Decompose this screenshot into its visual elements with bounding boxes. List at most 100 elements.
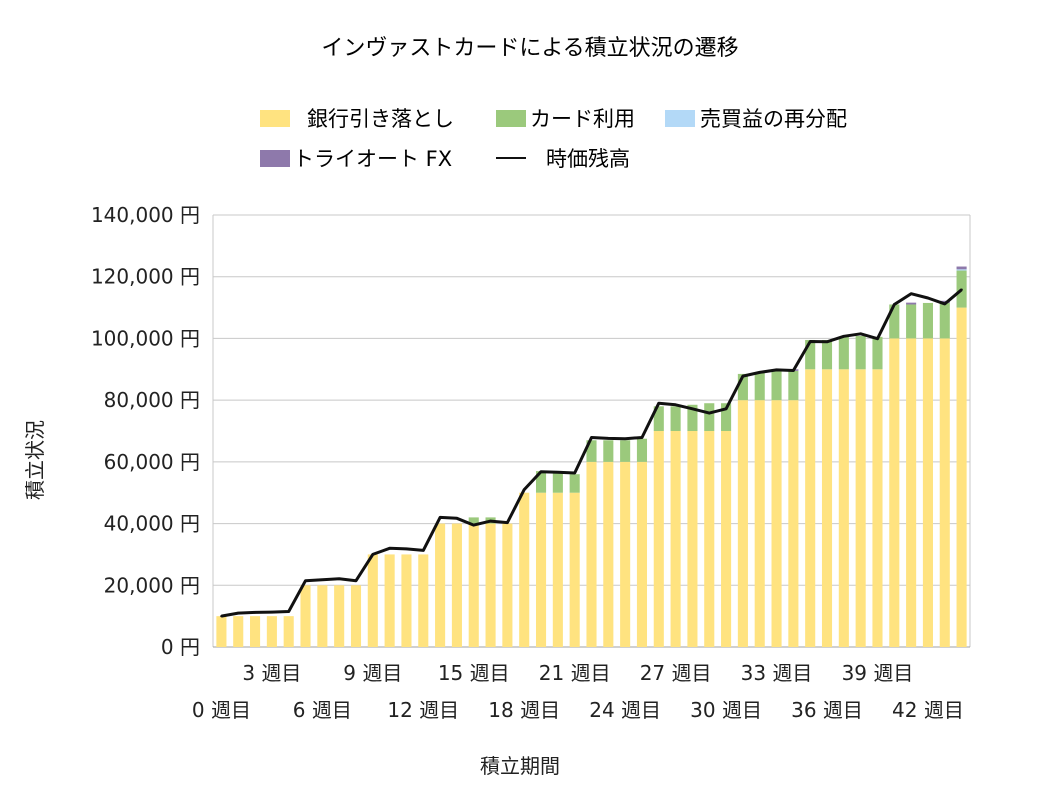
legend-label-card: カード利用 bbox=[530, 107, 635, 131]
bar-bank bbox=[552, 492, 563, 647]
balance-point bbox=[472, 523, 475, 527]
bar-card bbox=[721, 403, 732, 431]
x-tick-label: 36 週目 bbox=[791, 698, 863, 722]
legend-swatch-bank bbox=[260, 110, 290, 127]
chart-title: インヴァストカードによる積立状況の遷移 bbox=[321, 36, 738, 61]
bar-card bbox=[788, 370, 799, 401]
balance-point bbox=[943, 302, 946, 306]
bar-bank bbox=[704, 431, 715, 647]
y-tick-label: 40,000 円 bbox=[104, 512, 200, 536]
bar-bank bbox=[838, 369, 849, 647]
bar-triauto bbox=[939, 300, 950, 303]
bar-bank bbox=[737, 400, 748, 647]
balance-point bbox=[253, 611, 257, 614]
x-tick-label: 6 週目 bbox=[293, 698, 352, 722]
balance-point bbox=[893, 303, 896, 306]
x-tick-label: 24 週目 bbox=[589, 698, 661, 722]
y-tick-label: 0 円 bbox=[161, 635, 200, 659]
balance-point bbox=[287, 610, 290, 613]
legend-label-triauto: トライオート FX bbox=[293, 147, 452, 171]
y-tick-label: 60,000 円 bbox=[104, 450, 200, 474]
bar-card bbox=[906, 304, 917, 339]
bar-bank bbox=[939, 338, 950, 647]
bar-bank bbox=[216, 616, 227, 647]
bar-bank bbox=[805, 369, 816, 647]
bar-bank bbox=[670, 431, 681, 647]
bar-bank bbox=[283, 616, 294, 647]
bar-card bbox=[670, 406, 681, 431]
x-tick-label: 12 週目 bbox=[387, 698, 459, 722]
bar-bank bbox=[519, 492, 530, 647]
y-axis-title: 積立状況 bbox=[23, 420, 47, 500]
bar-bank bbox=[569, 492, 580, 647]
plot-area: 0 円 20,000 円 40,000 円 60,000 円 80,000 円 100,0… bbox=[91, 203, 971, 722]
balance-point bbox=[237, 611, 240, 615]
bar-bank bbox=[384, 554, 395, 647]
balance-point bbox=[304, 579, 307, 582]
bar-profit bbox=[956, 269, 967, 271]
balance-point bbox=[388, 547, 391, 550]
bar-card bbox=[872, 336, 883, 370]
bar-bank bbox=[687, 431, 698, 647]
bar-bank bbox=[620, 461, 631, 647]
bar-bank bbox=[788, 400, 799, 647]
legend-label-bank: 銀行引き落とし bbox=[307, 107, 454, 131]
bar-card bbox=[922, 302, 933, 339]
y-tick-label: 100,000 円 bbox=[91, 326, 200, 350]
bar-card bbox=[468, 517, 479, 524]
balance-point bbox=[724, 407, 728, 410]
balance-point bbox=[691, 407, 694, 410]
x-tick-label: 0 週目 bbox=[192, 698, 251, 722]
bar-card bbox=[687, 404, 698, 431]
bar-card bbox=[771, 370, 782, 401]
bar-bank bbox=[889, 338, 900, 647]
balance-point bbox=[371, 553, 375, 556]
balance-point bbox=[960, 288, 963, 291]
bar-bank bbox=[300, 585, 311, 647]
x-tick-label: 27 週目 bbox=[640, 661, 712, 685]
bar-bank bbox=[266, 616, 277, 647]
legend-swatch-profit bbox=[665, 110, 695, 127]
bar-bank bbox=[451, 523, 462, 647]
bar-bank bbox=[367, 554, 378, 647]
bar-bank bbox=[233, 616, 244, 647]
balance-point bbox=[842, 335, 846, 338]
bar-card bbox=[586, 440, 597, 462]
bar-bank bbox=[317, 585, 328, 647]
bar-bank bbox=[906, 338, 917, 647]
bar-card bbox=[838, 336, 849, 370]
balance-point bbox=[792, 369, 795, 372]
bar-card bbox=[535, 471, 547, 493]
bar-bank bbox=[855, 369, 866, 647]
balance-point bbox=[523, 488, 526, 491]
bar-bank bbox=[250, 616, 261, 647]
bar-card bbox=[805, 339, 816, 370]
balance-point bbox=[422, 549, 425, 552]
balance-point bbox=[354, 579, 358, 582]
balance-point bbox=[573, 471, 576, 475]
x-tick-label: 30 週目 bbox=[690, 698, 762, 722]
x-tick-label: 18 週目 bbox=[488, 698, 560, 722]
x-tick-label: 9 週目 bbox=[343, 661, 402, 685]
balance-point bbox=[909, 292, 913, 295]
bar-bank bbox=[653, 431, 664, 647]
balance-point bbox=[270, 610, 274, 614]
bar-card bbox=[603, 440, 614, 462]
bar-card bbox=[939, 302, 950, 339]
bar-triauto bbox=[906, 302, 917, 305]
balance-point bbox=[808, 340, 812, 343]
balance-point bbox=[321, 578, 324, 581]
x-tick-label: 3 週目 bbox=[242, 661, 301, 685]
x-tick-label: 39 週目 bbox=[842, 661, 914, 685]
balance-point bbox=[775, 368, 778, 372]
y-tick-label: 120,000 円 bbox=[91, 265, 200, 289]
bar-bank bbox=[535, 492, 547, 647]
bar-card bbox=[754, 372, 765, 401]
legend: 銀行引き落とし カード利用 売買益の再分配 トライオート FX 時価残高 bbox=[260, 107, 847, 171]
bar-bank bbox=[468, 523, 479, 647]
x-tick-label: 42 週目 bbox=[892, 698, 964, 722]
y-tick-label: 20,000 円 bbox=[104, 573, 200, 597]
x-tick-label: 15 週目 bbox=[438, 661, 510, 685]
bar-card bbox=[737, 373, 748, 401]
